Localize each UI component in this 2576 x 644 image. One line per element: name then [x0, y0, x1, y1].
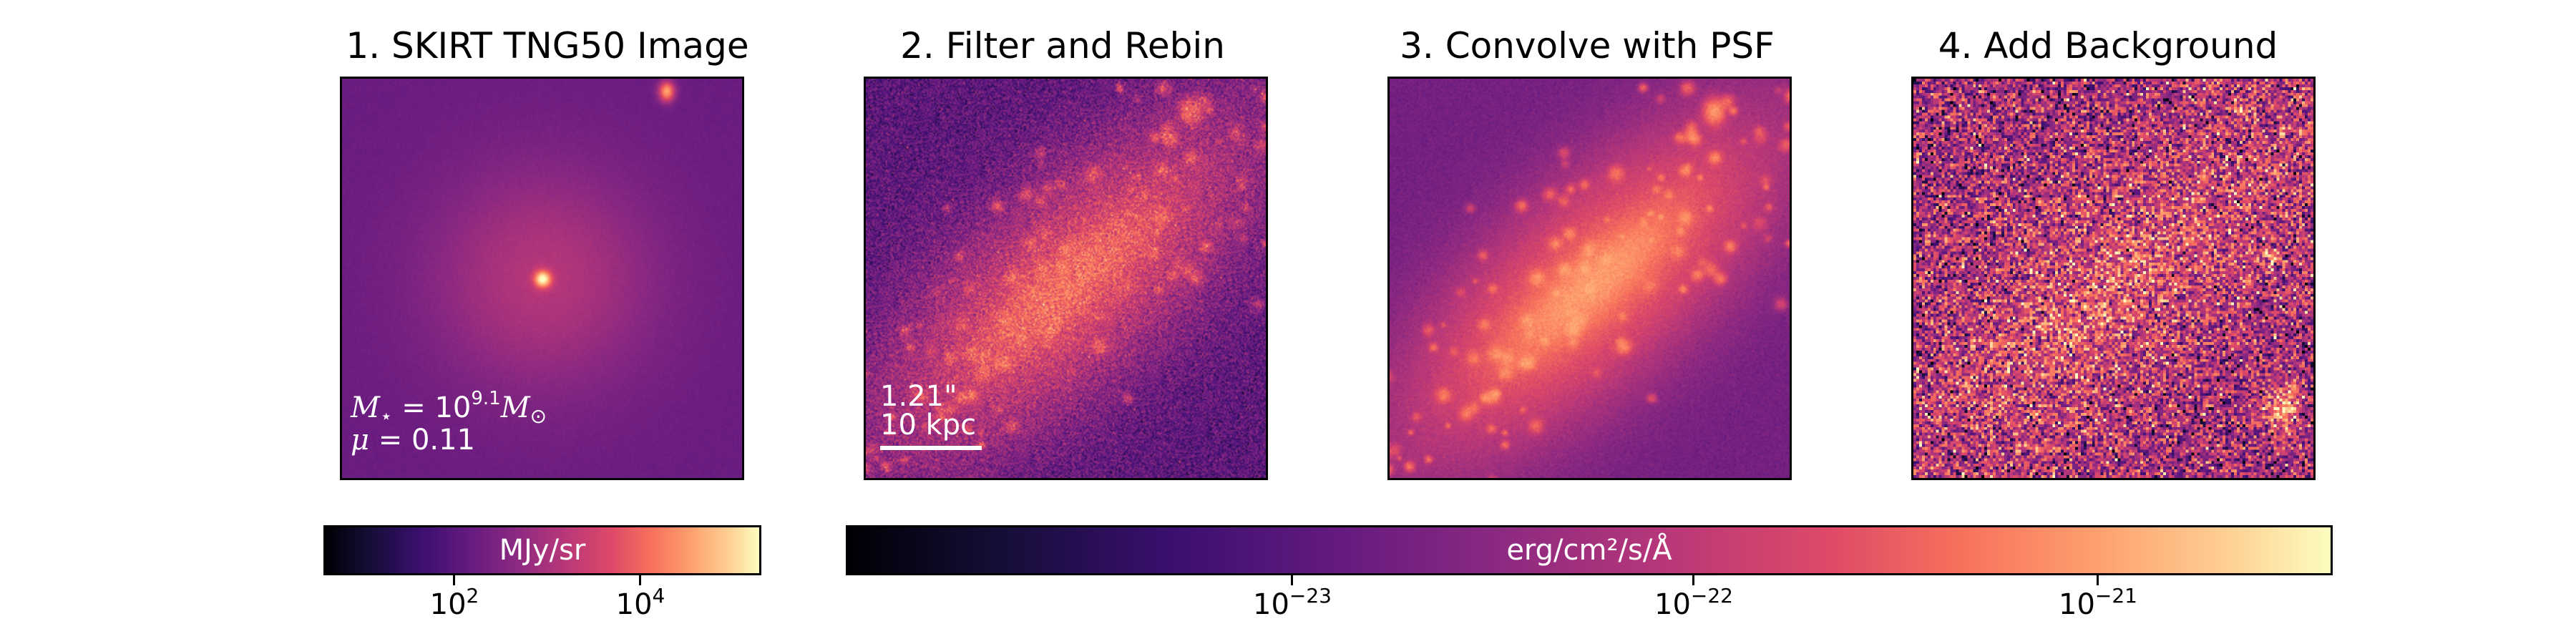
scale-arcsec-label: 1.21": [880, 380, 957, 413]
colorbar-mjysr-tick: [453, 575, 455, 585]
colorbar-flux-tick-label: 10−21: [2059, 584, 2137, 621]
colorbar-mjysr-tick: [639, 575, 641, 585]
mass-subscript: ⋆: [379, 404, 393, 428]
colorbar-mjysr: MJy/sr: [323, 525, 761, 575]
panel-3-galaxy-image: [1390, 79, 1790, 478]
panel-2-galaxy-image: [866, 79, 1266, 478]
panel-4-title: 4. Add Background: [1938, 25, 2278, 67]
colorbar-flux-tick: [2097, 575, 2099, 585]
colorbar-flux-tick: [1692, 575, 1694, 585]
panel-4-add-background: [1911, 77, 2316, 480]
mass-exponent: 9.1: [471, 388, 501, 409]
colorbar-flux-tick-label: 10−22: [1654, 584, 1733, 621]
panel-4-galaxy-image: [1913, 79, 2313, 478]
panel-1-skirt-image: M⋆ = 109.1M⊙ μ = 0.11: [340, 77, 744, 480]
panel-3-convolve-psf: [1387, 77, 1792, 480]
mass-unit-subscript: ⊙: [530, 404, 547, 428]
scale-bar: [880, 446, 982, 450]
mu-annotation: μ = 0.11: [351, 424, 475, 456]
mu-symbol: μ: [351, 424, 369, 457]
colorbar-mjysr-tick-label: 104: [615, 584, 665, 621]
colorbar-flux-tick: [1291, 575, 1293, 585]
colorbar-flux: erg/cm²/s/Å: [846, 525, 2333, 575]
panel-2-title: 2. Filter and Rebin: [900, 25, 1225, 67]
mass-unit: M: [500, 391, 530, 424]
colorbar-mjysr-label: MJy/sr: [499, 534, 586, 567]
scale-kpc-label: 10 kpc: [880, 409, 977, 441]
panel-2-filter-rebin: 1.21" 10 kpc: [864, 77, 1268, 480]
mu-value: = 0.11: [369, 424, 476, 457]
panel-1-title: 1. SKIRT TNG50 Image: [346, 25, 749, 67]
panel-3-title: 3. Convolve with PSF: [1400, 25, 1775, 67]
colorbar-flux-label: erg/cm²/s/Å: [1506, 534, 1672, 567]
mass-equals: = 10: [392, 391, 472, 424]
mass-symbol: M: [351, 391, 380, 424]
colorbar-mjysr-tick-label: 102: [429, 584, 479, 621]
stellar-mass-annotation: M⋆ = 109.1M⊙: [351, 388, 547, 428]
colorbar-flux-tick-label: 10−23: [1253, 584, 1332, 621]
panel-1-galaxy-image: [342, 79, 742, 478]
